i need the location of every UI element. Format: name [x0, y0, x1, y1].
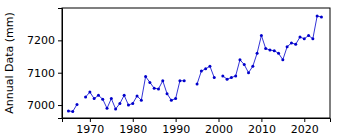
series-point — [200, 70, 203, 73]
x-tick: 2010 — [248, 118, 276, 136]
x-tick-label: 2020 — [291, 123, 319, 136]
series-point — [178, 79, 181, 82]
plot-frame — [62, 8, 330, 118]
series-point — [256, 52, 259, 55]
series-point — [148, 81, 151, 84]
series-point — [196, 83, 199, 86]
series-point — [144, 75, 147, 78]
x-tick-label: 1970 — [76, 123, 104, 136]
series-point — [140, 99, 143, 102]
y-tick-label: 7100 — [27, 67, 55, 80]
series-point — [84, 95, 87, 98]
series-point — [260, 34, 263, 37]
x-tick: 2020 — [291, 118, 319, 136]
x-tick-label: 1990 — [162, 123, 190, 136]
series-point — [251, 65, 254, 68]
series-point — [320, 16, 323, 19]
series-point — [93, 97, 96, 100]
x-tick-label: 2000 — [205, 123, 233, 136]
series-point — [303, 37, 306, 40]
series-point — [234, 74, 237, 77]
y-tick-line — [58, 73, 62, 74]
chart: 1970 1980 1990 2000 2010 2020 7000 7100 7200 Annu… — [0, 0, 350, 140]
y-tick-label: 7200 — [27, 34, 55, 47]
series-point — [294, 43, 297, 46]
series-point — [174, 97, 177, 100]
x-tick-line — [176, 118, 177, 122]
x-axis: 1970 1980 1990 2000 2010 2020 — [63, 118, 331, 136]
x-axis-line — [63, 119, 331, 123]
y-axis-line — [58, 9, 63, 119]
x-tick: 1990 — [162, 118, 190, 136]
series-point — [118, 102, 121, 105]
series-point — [268, 49, 271, 52]
series-point — [97, 94, 100, 97]
series-point — [290, 41, 293, 44]
series-point — [67, 109, 70, 112]
x-tick: 1980 — [119, 118, 147, 136]
y-tick: 7000 — [27, 99, 62, 112]
x-tick-label: 1980 — [119, 123, 147, 136]
y-tick: 7200 — [27, 34, 62, 47]
y-tick-label: 7000 — [27, 99, 55, 112]
x-tick-line — [90, 118, 91, 122]
series-point — [243, 63, 246, 66]
y-axis: 7000 7100 7200 — [27, 9, 63, 119]
x-tick: 1970 — [76, 118, 104, 136]
series-line — [68, 16, 321, 111]
y-tick: 7100 — [27, 67, 62, 80]
series-point — [170, 99, 173, 102]
series-point — [157, 87, 160, 90]
series-point — [88, 91, 91, 94]
series-point — [153, 87, 156, 90]
series-point — [238, 58, 241, 61]
series-point — [273, 49, 276, 52]
series-point — [71, 110, 74, 113]
series-point — [106, 107, 109, 110]
series-point — [286, 45, 289, 48]
series-point — [166, 92, 169, 95]
plot-area — [67, 15, 323, 113]
series-point — [123, 94, 126, 97]
series-point — [127, 104, 130, 107]
x-tick-line — [219, 118, 220, 122]
y-tick-line — [58, 40, 62, 41]
x-tick-line — [133, 118, 134, 122]
series-point — [131, 102, 134, 105]
series-point — [76, 103, 79, 106]
series-point — [311, 37, 314, 40]
series-point — [208, 65, 211, 68]
series-point — [101, 98, 104, 101]
series-point — [204, 67, 207, 70]
x-tick-label: 2010 — [248, 123, 276, 136]
series-point — [226, 78, 229, 81]
y-axis-title: Annual Data (mm) — [3, 12, 16, 114]
series-point — [281, 58, 284, 61]
y-tick-line — [58, 105, 62, 106]
series-point — [161, 79, 164, 82]
series-point — [298, 36, 301, 39]
x-tick-line — [261, 118, 262, 122]
series-point — [307, 34, 310, 37]
series-point — [114, 107, 117, 110]
x-tick: 2000 — [205, 118, 233, 136]
series-point — [110, 97, 113, 100]
series-point — [221, 74, 224, 77]
series-point — [183, 79, 186, 82]
series-point — [247, 71, 250, 74]
series-point — [213, 76, 216, 79]
series-point — [316, 15, 319, 18]
series-point — [277, 52, 280, 55]
series-point — [230, 76, 233, 79]
series-point — [136, 95, 139, 98]
series-point — [264, 47, 267, 50]
x-tick-line — [304, 118, 305, 122]
